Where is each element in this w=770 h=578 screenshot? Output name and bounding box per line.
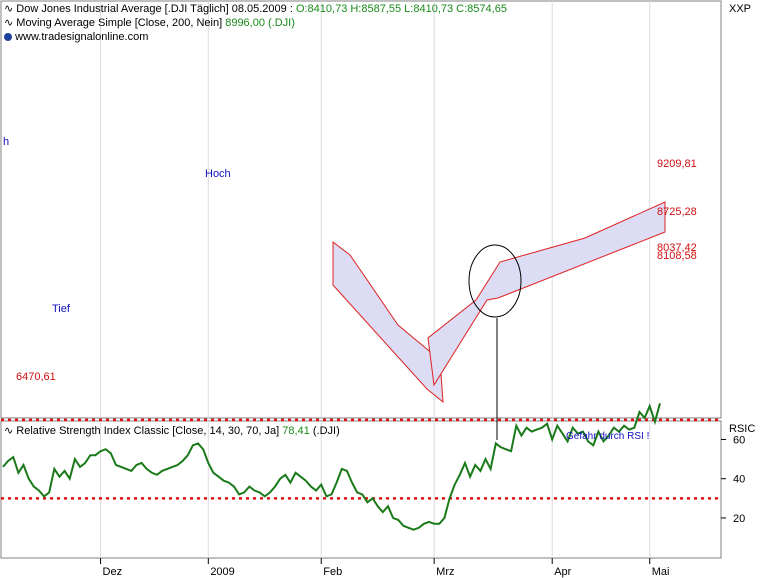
price-title-text: Dow Jones Industrial Average [.DJI Tägli… bbox=[16, 3, 293, 15]
channel-top-label: 8725,28 bbox=[657, 206, 697, 218]
price-panel bbox=[0, 0, 722, 419]
tief-label: Tief bbox=[52, 303, 70, 315]
price-symbol: XXP bbox=[729, 3, 752, 15]
rsi-title: ∿ Relative Strength Index Classic [Close… bbox=[4, 425, 340, 438]
rsi-tick-label: 60 bbox=[733, 434, 745, 446]
ma-title-text: Moving Average Simple [Close, 200, Nein] bbox=[16, 17, 223, 29]
x-tick-label: Mrz bbox=[436, 566, 454, 578]
channel-shapes bbox=[332, 201, 666, 440]
rise-channel bbox=[427, 201, 666, 387]
rsi-warning: Gefahr durch RSI ! bbox=[566, 431, 650, 442]
rsi-suffix: (.DJI) bbox=[312, 425, 340, 437]
source-line: www.tradesignalonline.com bbox=[4, 31, 148, 44]
highlight-circle bbox=[468, 244, 522, 318]
rsi-tick-label: 40 bbox=[733, 474, 745, 486]
x-tick-label: Mai bbox=[652, 566, 670, 578]
rsi-value: 78,41 bbox=[282, 425, 310, 437]
low-level-label: 6470,61 bbox=[16, 371, 56, 383]
rsi-title-text: Relative Strength Index Classic [Close, … bbox=[16, 425, 280, 437]
wave-icon: ∿ bbox=[4, 425, 14, 437]
rsi-panel bbox=[0, 420, 722, 559]
source-text: www.tradesignalonline.com bbox=[15, 31, 149, 43]
wave-icon: ∿ bbox=[4, 17, 14, 29]
globe-icon bbox=[4, 33, 12, 42]
ma-title: ∿ Moving Average Simple [Close, 200, Nei… bbox=[4, 17, 295, 30]
x-tick-label: 2009 bbox=[210, 566, 234, 578]
hoch-label: Hoch bbox=[205, 168, 231, 180]
x-tick-label: Feb bbox=[323, 566, 342, 578]
label-b: 8108,58 bbox=[657, 250, 697, 262]
rsi-lines bbox=[1, 403, 721, 531]
h-label: h bbox=[3, 136, 10, 148]
axis-ticks: 6500700075008000850090009500100001050011… bbox=[100, 434, 745, 578]
rsi-tick-label: 20 bbox=[733, 513, 745, 525]
x-tick-label: Dez bbox=[103, 566, 123, 578]
label-a: 8037,42 bbox=[657, 242, 697, 254]
rsi-line bbox=[2, 403, 661, 531]
trend-upper-label: 9209,81 bbox=[657, 158, 697, 170]
ma-value: 8996,00 (.DJI) bbox=[225, 17, 295, 29]
x-tick-label: Apr bbox=[554, 566, 571, 578]
price-ohlc: O:8410,73 H:8587,55 L:8410,73 C:8574,65 bbox=[295, 3, 507, 15]
decline-channel bbox=[332, 240, 444, 404]
wave-icon: ∿ bbox=[4, 3, 14, 15]
rsi-symbol: RSIC bbox=[729, 423, 756, 435]
price-title: ∿ Dow Jones Industrial Average [.DJI Täg… bbox=[4, 3, 507, 16]
